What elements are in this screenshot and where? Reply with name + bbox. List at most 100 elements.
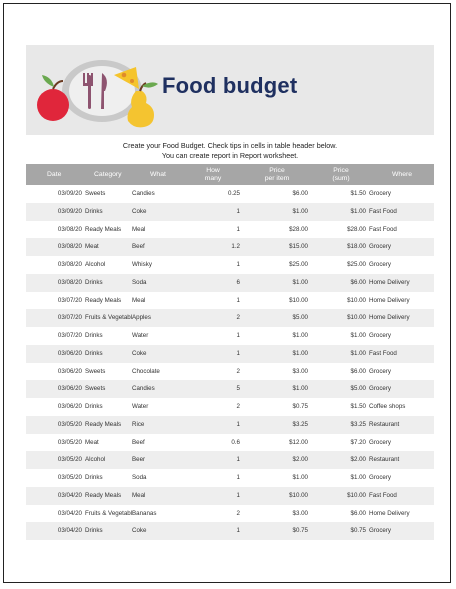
cell-date[interactable]: 03/06/20: [57, 403, 82, 410]
header-price-per-item[interactable]: Price per item: [258, 164, 296, 185]
cell-category[interactable]: Meat: [85, 438, 99, 446]
cell-price-per-item[interactable]: $1.00: [292, 474, 308, 481]
cell-where[interactable]: Grocery: [369, 261, 392, 268]
cell-date[interactable]: 03/05/20: [57, 438, 82, 446]
cell-date[interactable]: 03/09/20: [57, 190, 82, 197]
cell-category[interactable]: Sweets: [85, 385, 106, 393]
cell-price-per-item[interactable]: $12.00: [289, 438, 308, 446]
cell-price-sum[interactable]: $1.50: [350, 403, 366, 410]
cell-how-many[interactable]: 1: [236, 474, 240, 481]
cell-price-sum[interactable]: $1.00: [350, 207, 366, 215]
cell-where[interactable]: Home Delivery: [369, 278, 410, 286]
header-where[interactable]: Where: [392, 170, 413, 178]
cell-where[interactable]: Fast Food: [369, 207, 397, 215]
cell-what[interactable]: Water: [132, 403, 149, 410]
cell-price-sum[interactable]: $6.00: [350, 509, 366, 517]
cell-how-many[interactable]: 1: [236, 491, 240, 499]
cell-price-sum[interactable]: $1.00: [350, 474, 366, 481]
cell-price-per-item[interactable]: $6.00: [292, 190, 308, 197]
cell-how-many[interactable]: 1: [236, 420, 240, 428]
cell-what[interactable]: Water: [132, 332, 149, 339]
cell-how-many[interactable]: 2: [236, 314, 240, 322]
cell-price-per-item[interactable]: $3.25: [292, 420, 308, 428]
cell-date[interactable]: 03/07/20: [57, 332, 82, 339]
cell-where[interactable]: Grocery: [369, 474, 392, 481]
cell-price-sum[interactable]: $1.50: [350, 190, 366, 197]
cell-price-sum[interactable]: $10.00: [347, 296, 366, 304]
cell-what[interactable]: Candies: [132, 385, 155, 393]
cell-price-sum[interactable]: $18.00: [347, 243, 366, 251]
cell-what[interactable]: Chocolate: [132, 367, 160, 375]
cell-date[interactable]: 03/06/20: [57, 367, 82, 375]
cell-price-sum[interactable]: $1.00: [350, 349, 366, 357]
cell-where[interactable]: Home Delivery: [369, 509, 410, 517]
cell-where[interactable]: Grocery: [369, 385, 392, 393]
cell-what[interactable]: Beef: [132, 243, 145, 251]
cell-price-sum[interactable]: $6.00: [350, 367, 366, 375]
cell-where[interactable]: Grocery: [369, 243, 392, 251]
cell-what[interactable]: Soda: [132, 278, 147, 286]
cell-price-sum[interactable]: $25.00: [347, 261, 366, 268]
cell-price-per-item[interactable]: $1.00: [292, 207, 308, 215]
cell-what[interactable]: Coke: [132, 207, 147, 215]
cell-price-per-item[interactable]: $28.00: [289, 225, 308, 233]
cell-where[interactable]: Home Delivery: [369, 314, 410, 322]
cell-what[interactable]: Candies: [132, 190, 155, 197]
cell-how-many[interactable]: 1.2: [231, 243, 240, 251]
cell-where[interactable]: Home Delivery: [369, 296, 410, 304]
cell-date[interactable]: 03/07/20: [57, 314, 82, 322]
cell-price-per-item[interactable]: $1.00: [292, 278, 308, 286]
cell-category[interactable]: Drinks: [85, 207, 103, 215]
cell-what[interactable]: Apples: [132, 314, 151, 322]
cell-price-per-item[interactable]: $5.00: [292, 314, 308, 322]
cell-price-sum[interactable]: $2.00: [350, 456, 366, 464]
cell-how-many[interactable]: 1: [236, 332, 240, 339]
header-category[interactable]: Category: [94, 170, 122, 178]
cell-category[interactable]: Fruits & Vegetables: [85, 314, 132, 322]
cell-price-per-item[interactable]: $10.00: [289, 491, 308, 499]
cell-category[interactable]: Ready Meals: [85, 420, 122, 428]
cell-price-sum[interactable]: $1.00: [350, 332, 366, 339]
header-what[interactable]: What: [150, 170, 166, 178]
cell-price-per-item[interactable]: $0.75: [292, 403, 308, 410]
cell-how-many[interactable]: 2: [236, 403, 240, 410]
cell-where[interactable]: Fast Food: [369, 349, 397, 357]
cell-how-many[interactable]: 1: [236, 261, 240, 268]
cell-how-many[interactable]: 5: [236, 385, 240, 393]
cell-what[interactable]: Bananas: [132, 509, 157, 517]
cell-where[interactable]: Restaurant: [369, 420, 400, 428]
cell-price-sum[interactable]: $10.00: [347, 314, 366, 322]
cell-how-many[interactable]: 0.25: [227, 190, 240, 197]
cell-where[interactable]: Grocery: [369, 332, 392, 339]
cell-category[interactable]: Drinks: [85, 474, 103, 481]
cell-price-per-item[interactable]: $1.00: [292, 349, 308, 357]
cell-price-sum[interactable]: $0.75: [350, 527, 366, 535]
cell-price-sum[interactable]: $7.20: [350, 438, 366, 446]
cell-category[interactable]: Drinks: [85, 278, 103, 286]
cell-category[interactable]: Alcohol: [85, 456, 106, 464]
cell-category[interactable]: Sweets: [85, 190, 106, 197]
cell-date[interactable]: 03/05/20: [57, 456, 82, 464]
cell-date[interactable]: 03/08/20: [57, 243, 82, 251]
cell-what[interactable]: Whisky: [132, 261, 152, 268]
cell-what[interactable]: Coke: [132, 349, 147, 357]
cell-how-many[interactable]: 2: [236, 509, 240, 517]
cell-date[interactable]: 03/08/20: [57, 261, 82, 268]
cell-category[interactable]: Meat: [85, 243, 99, 251]
cell-how-many[interactable]: 1: [236, 349, 240, 357]
cell-how-many[interactable]: 1: [236, 527, 240, 535]
cell-price-per-item[interactable]: $0.75: [292, 527, 308, 535]
cell-what[interactable]: Meal: [132, 296, 146, 304]
cell-how-many[interactable]: 2: [236, 367, 240, 375]
cell-date[interactable]: 03/08/20: [57, 225, 82, 233]
cell-price-per-item[interactable]: $1.00: [292, 332, 308, 339]
cell-price-sum[interactable]: $6.00: [350, 278, 366, 286]
cell-where[interactable]: Fast Food: [369, 491, 397, 499]
cell-where[interactable]: Grocery: [369, 190, 392, 197]
cell-category[interactable]: Fruits & Vegetables: [85, 509, 132, 517]
cell-how-many[interactable]: 1: [236, 456, 240, 464]
cell-how-many[interactable]: 6: [236, 278, 240, 286]
cell-how-many[interactable]: 0.6: [231, 438, 240, 446]
cell-where[interactable]: Fast Food: [369, 225, 397, 233]
cell-price-sum[interactable]: $28.00: [347, 225, 366, 233]
